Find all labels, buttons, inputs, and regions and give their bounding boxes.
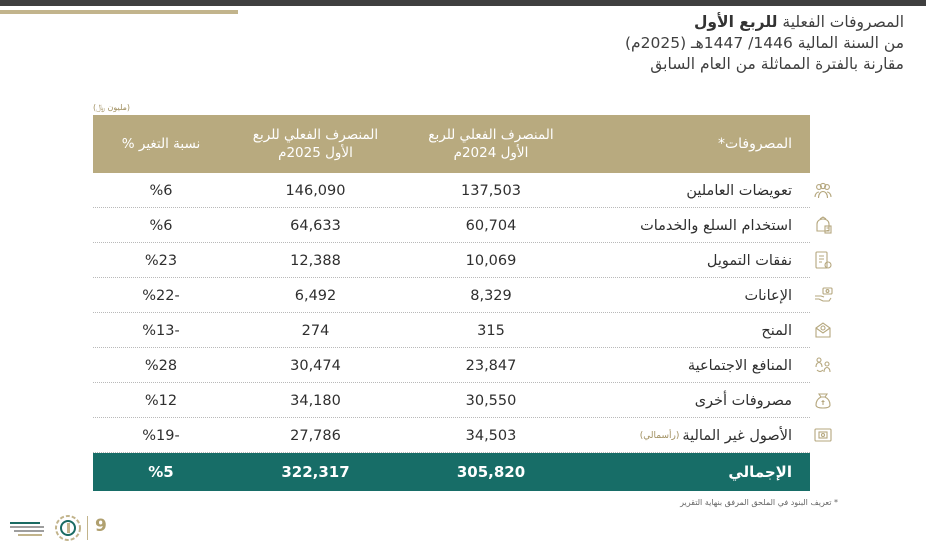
financing-icon [813,250,833,270]
row-q1-2024: 137,503 [461,182,521,199]
row-category-label: مصروفات أخرى [694,392,792,409]
total-label: الإجمالي [728,463,792,481]
employees-icon [813,180,833,200]
row-q1-2025: 274 [301,322,330,339]
table-row: تعويضات العاملين 137,503 146,090 %6 [93,173,832,208]
row-category: نفقات التمويل [707,243,792,278]
expenditure-table: المصروفات* المنصرف الفعلي للربع الأول 20… [93,115,833,491]
page-heading: المصروفات الفعلية للربع الأول من السنة ا… [304,12,904,75]
table-row: المنح 315 274 %13- [93,313,831,348]
other-expenses-icon [813,390,833,410]
header-category: المصروفات* [717,136,792,152]
row-q1-2024: 10,069 [465,252,517,269]
header-q1-2025: المنصرف الفعلي للربع الأول 2025م [252,127,379,161]
row-change: %28 [144,357,178,374]
row-category-label: نفقات التمويل [706,252,792,269]
row-q1-2025: 6,492 [294,287,337,304]
row-q1-2025: 12,388 [290,252,341,269]
social-benefits-icon [813,355,833,375]
non-financial-assets-icon [813,425,833,445]
row-category: تعويضات العاملين [686,173,792,208]
row-q1-2024: 34,503 [465,427,517,444]
table-row: الإعانات 8,329 6,492 %22- [93,278,833,313]
header-q1-2024: المنصرف الفعلي للربع الأول 2024م [428,127,554,161]
total-q1-2025: 322,317 [281,463,350,481]
row-change: %19- [142,427,180,444]
accent-strip [0,10,238,14]
table-row: مصروفات أخرى 30,550 34,180 %12 [93,383,831,418]
row-q1-2024: 8,329 [470,287,512,304]
heading-title: المصروفات الفعلية [777,13,904,31]
row-q1-2025: 64,633 [290,217,341,234]
row-category: المنافع الاجتماعية [688,348,792,383]
row-category-label: الأصول غير المالية [682,427,792,444]
row-change: %22- [142,287,180,304]
row-q1-2025: 27,786 [290,427,341,444]
row-category-note: (رأسمالي) [639,430,680,441]
row-q1-2024: 30,550 [465,392,517,409]
row-category: المنح [761,313,792,348]
row-q1-2025: 30,474 [290,357,341,374]
table-row: استخدام السلع والخدمات 60,704 64,633 %6 [93,208,832,243]
row-change: %12 [144,392,178,409]
total-change: %5 [148,463,174,481]
footnote: * تعريف البنود في الملحق المرفق بنهاية ا… [680,498,838,507]
row-change: %13- [142,322,180,339]
header-change: نسبة التغير % [121,136,201,152]
top-bar [0,0,926,6]
total-q1-2024: 305,820 [456,463,526,481]
heading-line-1: المصروفات الفعلية للربع الأول [304,12,904,33]
total-row: الإجمالي 305,820 322,317 %5 [93,453,810,491]
table-row: المنافع الاجتماعية 23,847 30,474 %28 [93,348,831,383]
row-category-label: المنح [761,322,792,339]
row-q1-2024: 315 [477,322,505,339]
row-q1-2025: 34,180 [290,392,341,409]
goods-services-icon [813,215,833,235]
table-row: نفقات التمويل 10,069 12,388 %23 [93,243,832,278]
row-change: %23 [144,252,178,269]
row-category: مصروفات أخرى [695,383,792,418]
report-logo [10,512,86,544]
table-body: تعويضات العاملين 137,503 146,090 %6 استخدام … [93,173,833,453]
table-header: المصروفات* المنصرف الفعلي للربع الأول 20… [93,115,810,173]
row-q1-2024: 60,704 [465,217,517,234]
row-q1-2025: 146,090 [285,182,346,199]
row-category: استخدام السلع والخدمات [640,208,792,243]
row-category: الأصول غير المالية (رأسمالي) [640,418,792,453]
footer-divider [87,516,88,540]
row-category-label: الإعانات [744,287,792,304]
table-row: الأصول غير المالية (رأسمالي) 34,503 27,786%… [93,418,832,453]
row-q1-2024: 23,847 [465,357,517,374]
row-change: %6 [149,217,173,234]
row-change: %6 [149,182,173,199]
subsidies-icon [813,285,833,305]
grants-icon [813,320,833,340]
heading-title-emphasis: للربع الأول [693,13,778,31]
heading-line-2: من السنة المالية 1446/ 1447هـ (2025م) [624,34,904,52]
page-number: 9 [95,516,107,536]
unit-label: (مليون ﷼) [93,103,130,112]
row-category-label: المنافع الاجتماعية [687,357,792,374]
row-category-label: تعويضات العاملين [686,182,792,199]
row-category-label: استخدام السلع والخدمات [640,217,792,234]
heading-line-3: مقارنة بالفترة المماثلة من العام السابق [650,55,904,73]
row-category: الإعانات [745,278,792,313]
